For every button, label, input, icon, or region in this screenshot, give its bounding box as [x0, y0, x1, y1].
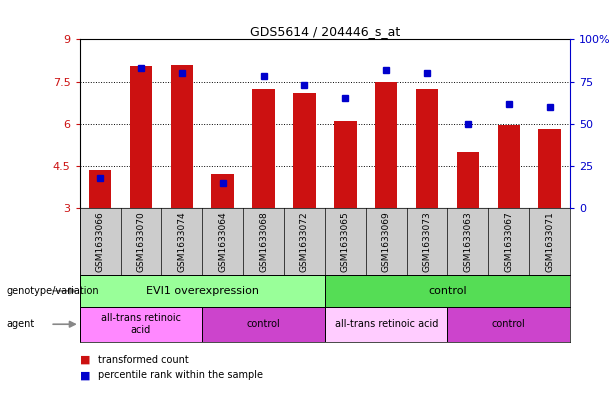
Text: GSM1633074: GSM1633074 — [177, 212, 186, 272]
Text: all-trans retinoic
acid: all-trans retinoic acid — [101, 314, 181, 335]
Bar — [447, 307, 570, 342]
Text: EVI1 overexpression: EVI1 overexpression — [146, 286, 259, 296]
Text: control: control — [492, 319, 526, 329]
Text: GSM1633073: GSM1633073 — [422, 212, 432, 272]
Bar — [80, 275, 325, 307]
Bar — [416, 88, 438, 208]
Text: GSM1633071: GSM1633071 — [545, 212, 554, 272]
Text: GSM1633072: GSM1633072 — [300, 212, 309, 272]
Text: GSM1633063: GSM1633063 — [463, 212, 473, 272]
Bar — [130, 66, 152, 208]
Bar — [325, 275, 570, 307]
Bar — [211, 174, 234, 208]
Text: GSM1633066: GSM1633066 — [96, 212, 105, 272]
Text: GSM1633065: GSM1633065 — [341, 212, 350, 272]
Bar — [325, 307, 447, 342]
Text: ■: ■ — [80, 354, 90, 365]
Bar — [253, 88, 275, 208]
Text: all-trans retinoic acid: all-trans retinoic acid — [335, 319, 438, 329]
Text: GSM1633069: GSM1633069 — [382, 212, 390, 272]
Text: transformed count: transformed count — [98, 354, 189, 365]
Text: GSM1633064: GSM1633064 — [218, 212, 227, 272]
Bar — [457, 152, 479, 208]
Bar — [202, 307, 325, 342]
Text: genotype/variation: genotype/variation — [6, 286, 99, 296]
Text: percentile rank within the sample: percentile rank within the sample — [98, 370, 263, 380]
Text: control: control — [246, 319, 281, 329]
Bar — [89, 170, 112, 208]
Bar — [375, 82, 397, 208]
Bar — [538, 129, 561, 208]
Bar — [334, 121, 357, 208]
Bar — [170, 64, 193, 208]
Bar — [498, 125, 520, 208]
Text: ■: ■ — [80, 370, 90, 380]
Bar — [80, 307, 202, 342]
Text: GSM1633068: GSM1633068 — [259, 212, 268, 272]
Bar — [293, 93, 316, 208]
Title: GDS5614 / 204446_s_at: GDS5614 / 204446_s_at — [249, 25, 400, 38]
Text: agent: agent — [6, 319, 34, 329]
Text: GSM1633070: GSM1633070 — [137, 212, 145, 272]
Text: control: control — [428, 286, 467, 296]
Text: GSM1633067: GSM1633067 — [504, 212, 513, 272]
